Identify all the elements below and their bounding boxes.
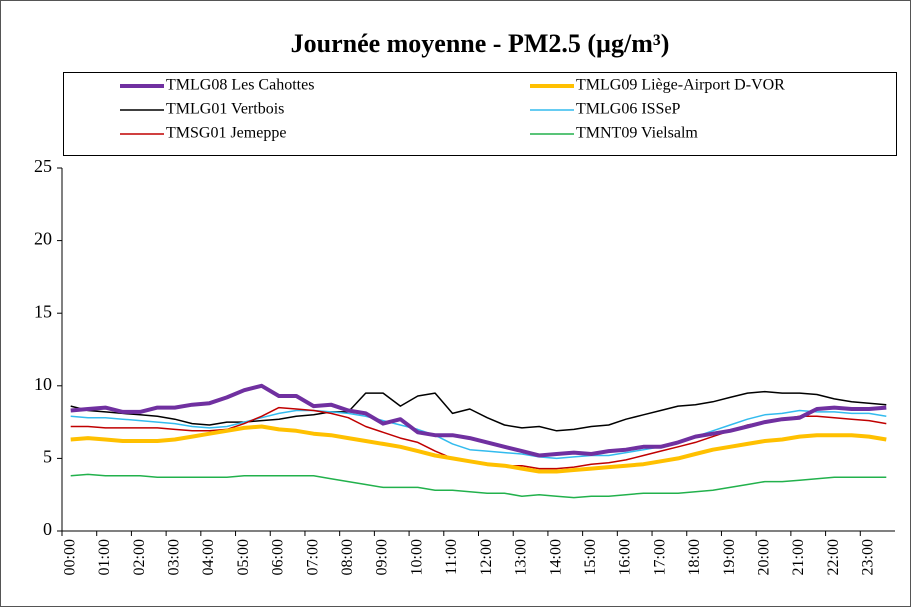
legend-label: TMLG08 Les Cahottes (166, 77, 314, 94)
x-tick-label: 01:00 (96, 539, 113, 575)
x-tick-label: 12:00 (478, 539, 495, 575)
x-tick-label: 14:00 (547, 539, 564, 575)
legend-label: TMSG01 Jemeppe (166, 125, 286, 142)
x-tick-label: 06:00 (270, 539, 287, 575)
legend-label: TMLG06 ISSeP (576, 101, 681, 118)
x-tick-label: 23:00 (860, 539, 877, 575)
legend-label: TMLG09 Liège-Airport D-VOR (576, 77, 785, 94)
x-tick-label: 22:00 (825, 539, 842, 575)
x-tick-label: 17:00 (651, 539, 668, 575)
x-tick-label: 04:00 (200, 539, 217, 575)
legend (63, 72, 897, 156)
x-tick-label: 10:00 (408, 539, 425, 575)
x-tick-label: 19:00 (721, 539, 738, 575)
x-tick-label: 05:00 (235, 539, 252, 575)
x-tick-label: 18:00 (686, 539, 703, 575)
legend-label: TMLG01 Vertbois (166, 101, 284, 118)
x-tick-label: 09:00 (374, 539, 391, 575)
y-tick-label: 20 (34, 229, 52, 249)
series-line (70, 383, 887, 458)
series-line (70, 390, 887, 432)
legend-label: TMNT09 Vielsalm (576, 125, 698, 142)
x-tick-label: 02:00 (131, 539, 148, 575)
x-tick-label: 16:00 (617, 539, 634, 575)
x-tick-label: 13:00 (513, 539, 530, 575)
x-tick-label: 00:00 (61, 539, 78, 575)
x-tick-label: 11:00 (443, 539, 460, 575)
series-line (70, 409, 887, 460)
y-tick-label: 0 (43, 519, 52, 539)
x-tick-label: 08:00 (339, 539, 356, 575)
y-tick-label: 25 (34, 156, 52, 176)
x-tick-label: 21:00 (790, 539, 807, 575)
y-tick-label: 15 (34, 301, 52, 321)
chart-title: Journée moyenne - PM2.5 (µg/m³) (291, 29, 670, 58)
y-tick-label: 5 (43, 447, 52, 467)
series-line (70, 424, 887, 474)
y-tick-label: 10 (34, 374, 52, 394)
x-tick-label: 03:00 (165, 539, 182, 575)
x-tick-label: 20:00 (756, 539, 773, 575)
x-tick-label: 07:00 (304, 539, 321, 575)
series-line (70, 473, 887, 499)
x-tick-label: 15:00 (582, 539, 599, 575)
